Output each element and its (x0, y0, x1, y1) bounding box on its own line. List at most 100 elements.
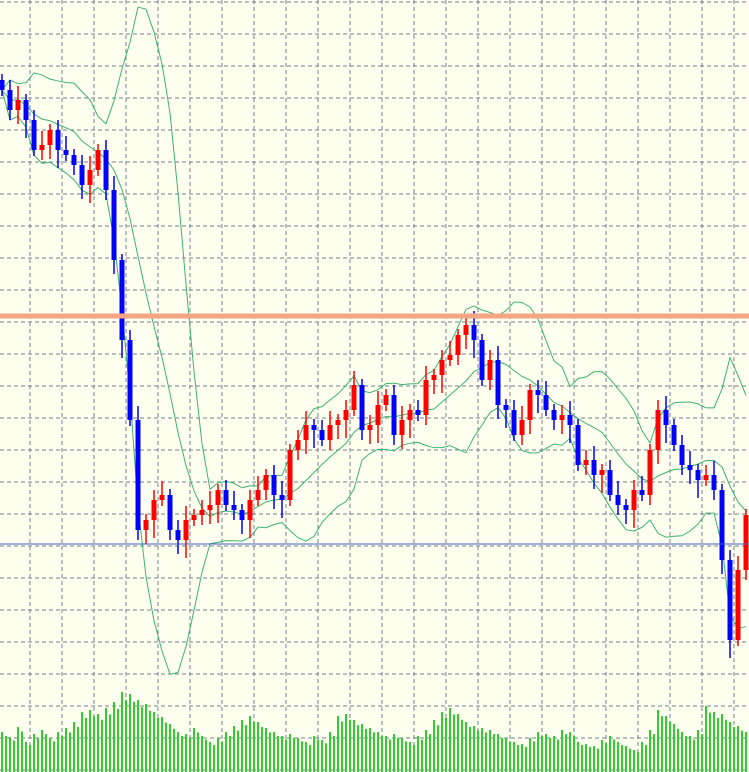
candle-bullish (447, 355, 453, 360)
candle-bullish (423, 380, 429, 415)
candle-bearish (119, 260, 125, 340)
candle-bearish (719, 490, 725, 560)
candle-bearish (511, 410, 517, 435)
candle-bearish (639, 490, 645, 495)
candle-bullish (151, 500, 157, 520)
candle-bearish (543, 395, 549, 410)
candle-bearish (479, 340, 485, 380)
candle-bullish (343, 410, 349, 420)
candle-bearish (415, 410, 421, 415)
candle-bearish (607, 470, 613, 495)
candle-bullish (367, 425, 373, 430)
candle-bearish (495, 360, 501, 405)
candle-bullish (263, 475, 269, 490)
candle-bearish (279, 495, 285, 500)
price-levels (0, 313, 749, 545)
candle-bullish (287, 450, 293, 500)
volume-bars (1, 692, 747, 772)
candle-bullish (559, 415, 565, 420)
candle-bearish (223, 490, 229, 505)
candle-bullish (583, 460, 589, 465)
candle-bearish (663, 410, 669, 425)
candle-bullish (399, 420, 405, 435)
candle-bullish (655, 410, 661, 450)
candle-bullish (207, 505, 213, 510)
candle-bullish (375, 405, 381, 425)
candle-bullish (47, 130, 53, 145)
candle-bullish (335, 420, 341, 425)
candle-bearish (623, 505, 629, 510)
candle-bullish (743, 515, 749, 570)
candle-bearish (727, 560, 733, 640)
bollinger-lower-band (1, 89, 747, 675)
candle-bullish (431, 375, 437, 380)
candle-bullish (295, 440, 301, 450)
candle-bearish (591, 460, 597, 475)
candle-bullish (463, 325, 469, 335)
candle-bearish (695, 470, 701, 480)
candle-bullish (735, 570, 741, 640)
bollinger-bands (1, 6, 747, 675)
candle-bullish (383, 395, 389, 405)
candle-bullish (351, 385, 357, 410)
candle-bearish (0, 80, 5, 90)
candle-bearish (79, 165, 85, 185)
candle-bullish (159, 495, 165, 500)
candle-bullish (439, 360, 445, 375)
candle-bearish (103, 150, 109, 190)
candle-bearish (31, 120, 37, 150)
candle-bearish (7, 90, 13, 110)
candle-bearish (23, 100, 29, 120)
candle-bullish (183, 520, 189, 540)
candle-bullish (255, 490, 261, 500)
candle-bullish (143, 520, 149, 530)
candle-bearish (271, 475, 277, 495)
candle-bullish (215, 490, 221, 505)
candle-bearish (175, 530, 181, 540)
candle-bullish (455, 335, 461, 355)
candle-bullish (631, 490, 637, 510)
candle-bearish (239, 510, 245, 520)
candle-bullish (599, 470, 605, 475)
candle-bearish (111, 190, 117, 260)
candle-bearish (711, 475, 717, 490)
candle-bullish (407, 410, 413, 420)
candle-bearish (231, 505, 237, 510)
candle-bearish (63, 150, 69, 155)
candle-bearish (671, 425, 677, 445)
candle-bullish (527, 390, 533, 420)
candle-bullish (87, 170, 93, 185)
candle-bullish (327, 425, 333, 440)
candle-bearish (551, 410, 557, 420)
candle-bullish (647, 450, 653, 495)
candle-bearish (567, 415, 573, 425)
candle-bullish (199, 510, 205, 515)
candle-bullish (703, 475, 709, 480)
candle-bearish (391, 395, 397, 435)
candle-bearish (127, 340, 133, 420)
candle-bearish (359, 385, 365, 430)
candle-bearish (575, 425, 581, 465)
candle-bullish (247, 500, 253, 520)
candle-bearish (55, 130, 61, 150)
candle-bearish (535, 390, 541, 395)
candle-bullish (303, 425, 309, 440)
candle-bearish (687, 465, 693, 470)
candle-bullish (519, 420, 525, 435)
candle-bullish (95, 150, 101, 170)
candle-bearish (311, 425, 317, 430)
candle-bearish (135, 420, 141, 530)
candle-bullish (191, 515, 197, 520)
bollinger-middle-band (1, 89, 747, 518)
candle-bullish (487, 360, 493, 380)
candle-bullish (39, 145, 45, 150)
candle-bullish (15, 100, 21, 110)
candle-bearish (471, 325, 477, 340)
candle-bearish (319, 430, 325, 440)
candle-bearish (503, 405, 509, 410)
bollinger-upper-band (1, 6, 747, 491)
candle-bearish (679, 445, 685, 465)
candles (0, 74, 749, 658)
